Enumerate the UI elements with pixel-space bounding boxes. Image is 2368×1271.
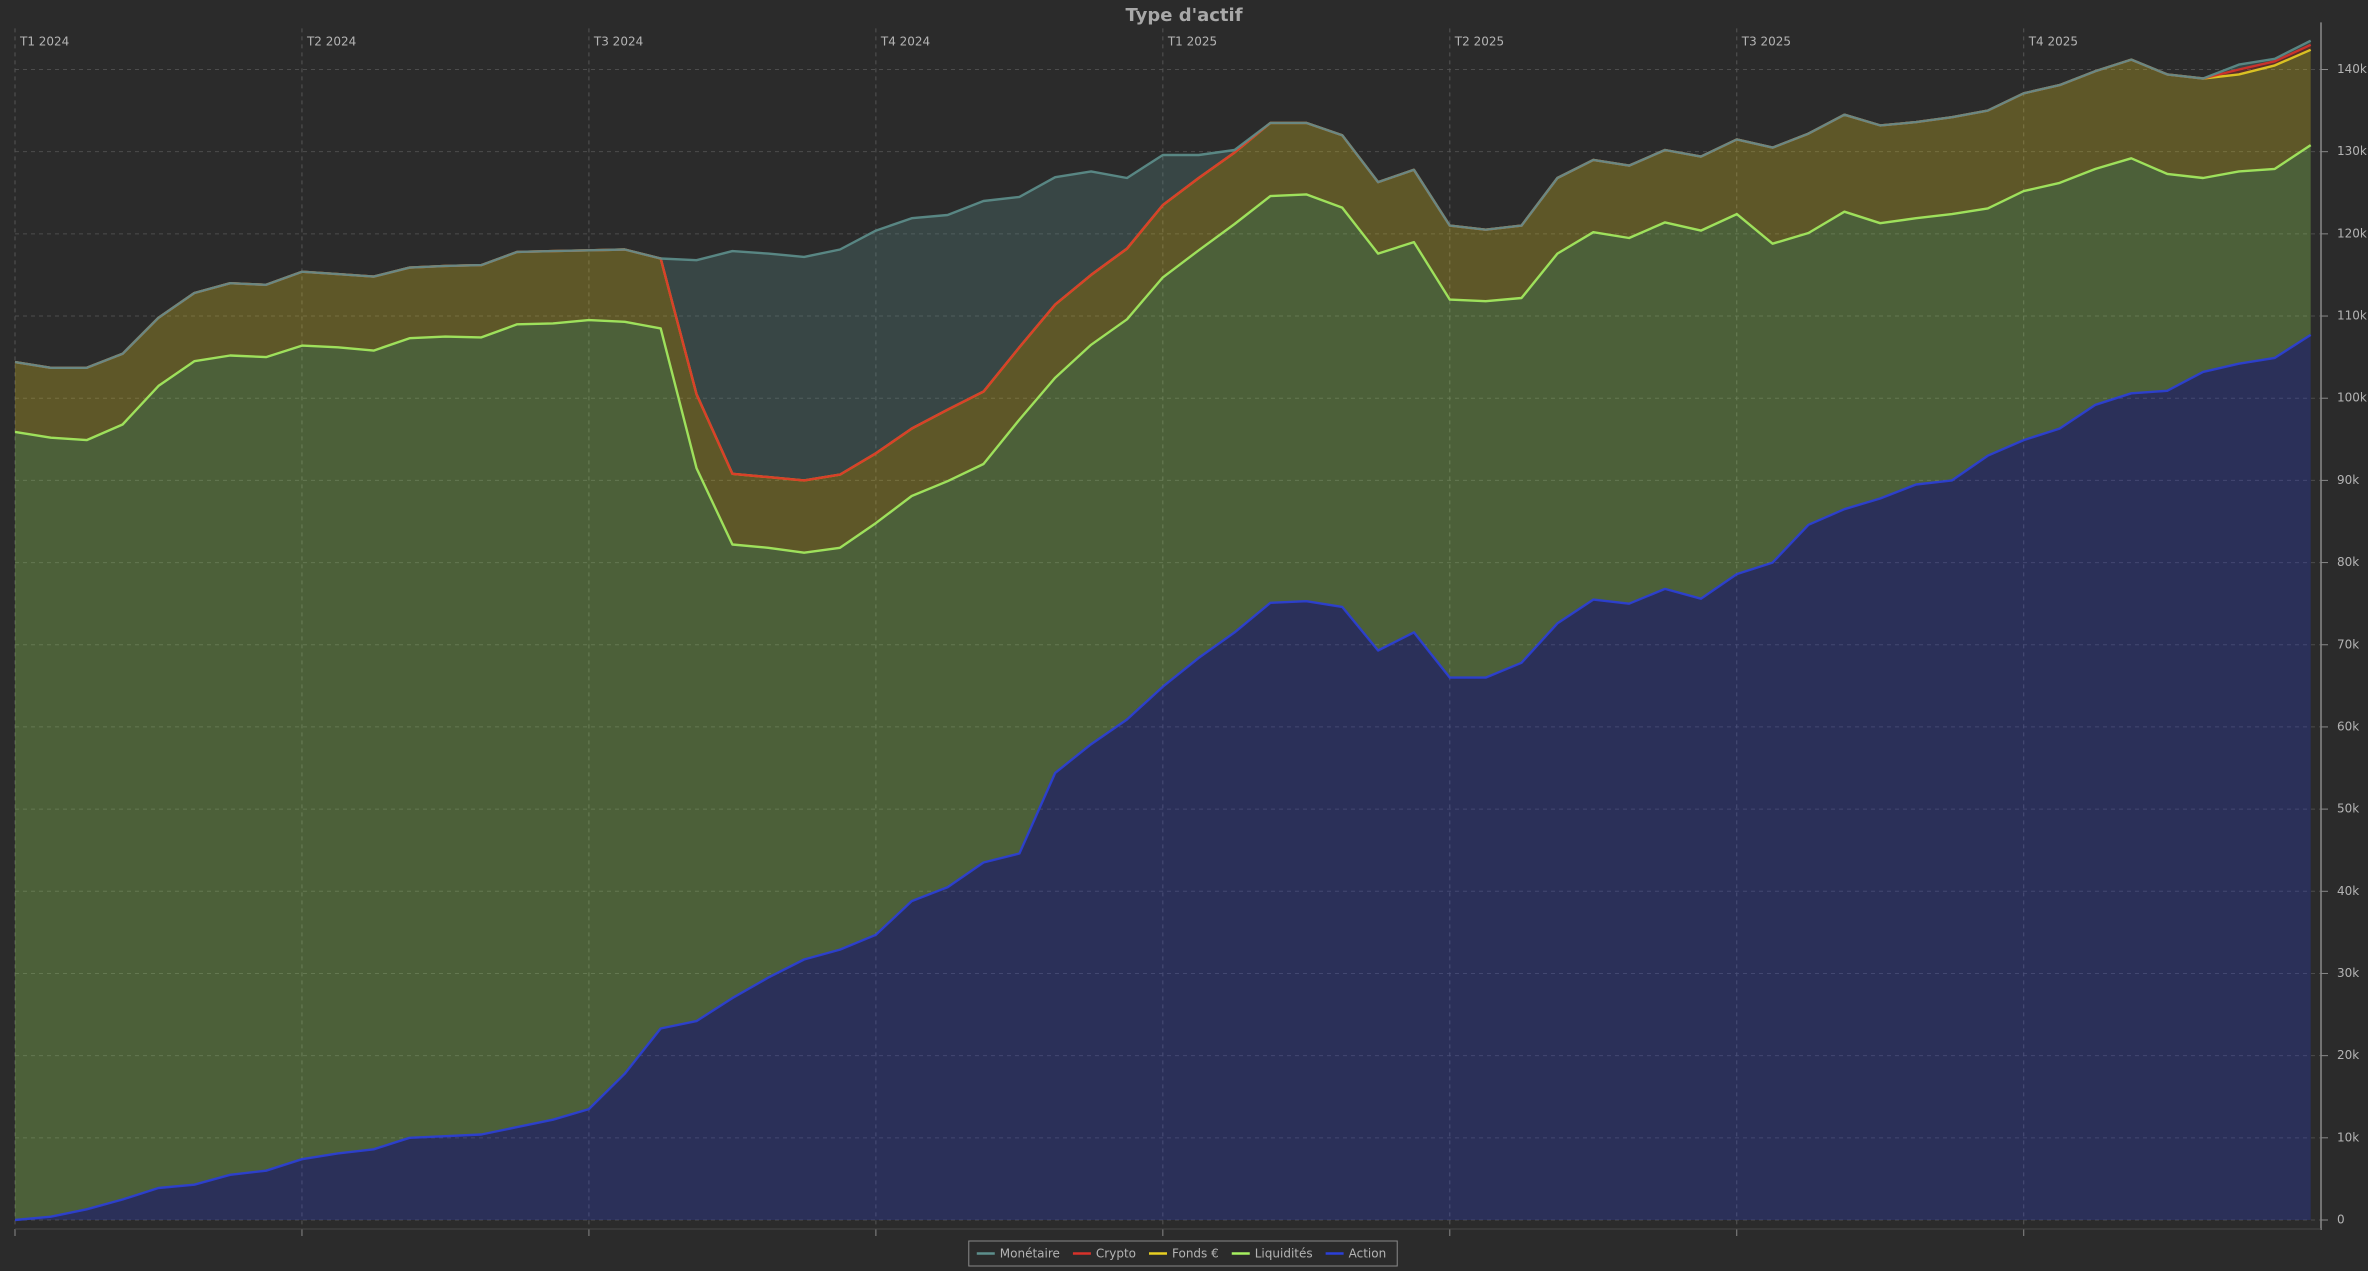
y-tick-label: 0 <box>2337 1213 2345 1227</box>
legend-label: Crypto <box>1096 1247 1136 1261</box>
y-tick-label: 50k <box>2337 802 2359 816</box>
x-tick-label: T4 2025 <box>2028 35 2078 49</box>
area-fill <box>15 145 2311 1221</box>
y-tick-label: 70k <box>2337 637 2359 651</box>
x-tick-label: T3 2025 <box>1741 35 1791 49</box>
y-tick-label: 120k <box>2337 226 2367 240</box>
legend-label: Fonds € <box>1172 1247 1219 1261</box>
legend-label: Liquidités <box>1255 1247 1313 1261</box>
x-tick-label: T2 2024 <box>306 35 356 49</box>
y-tick-label: 40k <box>2337 884 2359 898</box>
y-tick-label: 30k <box>2337 966 2359 980</box>
x-tick-label: T1 2024 <box>19 35 69 49</box>
x-tick-label: T2 2025 <box>1454 35 1504 49</box>
series-line <box>14 144 2312 554</box>
legend: Monétaire Crypto Fonds € Liquidités Action <box>968 1240 1398 1267</box>
legend-label: Action <box>1349 1247 1387 1261</box>
legend-label: Monétaire <box>1000 1247 1060 1261</box>
y-tick-label: 90k <box>2337 473 2359 487</box>
x-tick-label: T1 2025 <box>1167 35 1217 49</box>
y-tick-label: 20k <box>2337 1048 2359 1062</box>
chart-title: Type d'actif <box>1125 5 1242 26</box>
y-tick-label: 10k <box>2337 1130 2359 1144</box>
x-tick-label: T4 2024 <box>880 35 930 49</box>
y-tick-label: 100k <box>2337 391 2367 405</box>
area-fill <box>15 49 2311 553</box>
series-line <box>14 333 2312 1222</box>
y-tick-label: 140k <box>2337 62 2367 76</box>
y-tick-label: 60k <box>2337 719 2359 733</box>
y-tick-label: 130k <box>2337 144 2367 158</box>
y-tick-label: 80k <box>2337 555 2359 569</box>
area-fill <box>15 334 2311 1220</box>
y-tick-label: 110k <box>2337 309 2367 323</box>
series-line <box>14 39 2312 369</box>
x-tick-label: T3 2024 <box>593 35 643 49</box>
